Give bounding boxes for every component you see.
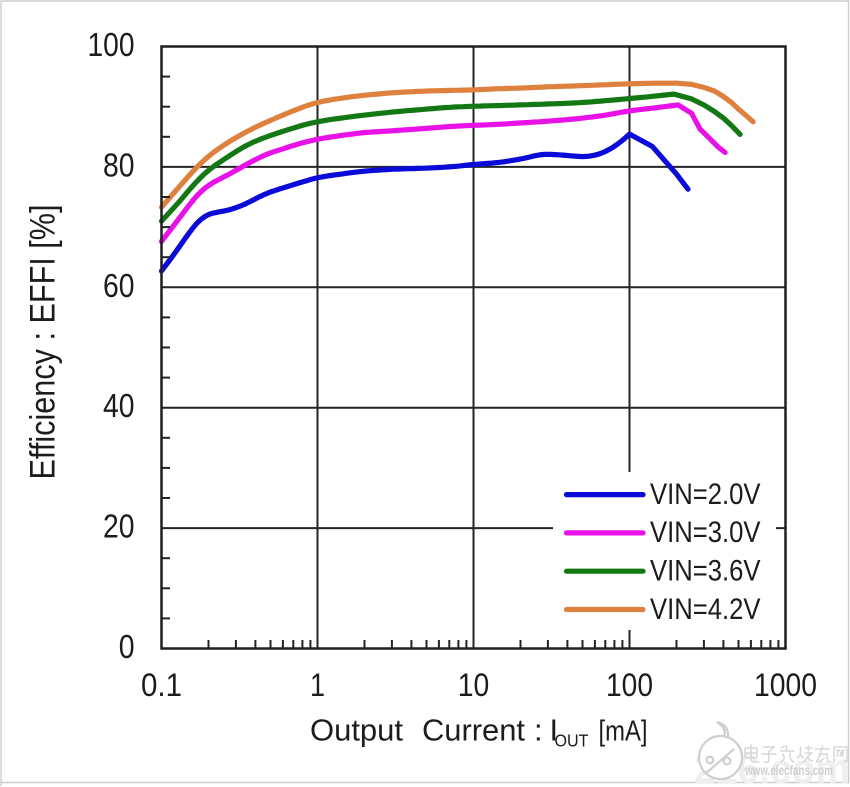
- svg-text:100: 100: [88, 26, 135, 63]
- svg-text:[mA]: [mA]: [599, 716, 648, 748]
- svg-text:40: 40: [103, 387, 135, 424]
- svg-text:80: 80: [103, 146, 135, 183]
- svg-text:1000: 1000: [754, 667, 817, 703]
- svg-text:0.1: 0.1: [141, 667, 182, 703]
- svg-text:0: 0: [119, 628, 135, 665]
- svg-text:60: 60: [103, 267, 135, 304]
- svg-text:I: I: [550, 713, 559, 748]
- svg-text:Output: Output: [310, 713, 403, 748]
- svg-text:Current: Current: [422, 713, 525, 748]
- svg-text:VIN=3.6V: VIN=3.6V: [650, 555, 761, 588]
- svg-text:VIN=4.2V: VIN=4.2V: [650, 593, 761, 626]
- svg-text:VIN=3.0V: VIN=3.0V: [650, 516, 761, 549]
- svg-text:www.elecfans.com: www.elecfans.com: [744, 763, 833, 778]
- svg-text::: :: [534, 713, 543, 748]
- svg-text:20: 20: [103, 508, 135, 545]
- svg-text:1: 1: [310, 667, 325, 703]
- svg-text:VIN=2.0V: VIN=2.0V: [650, 478, 761, 511]
- svg-text:100: 100: [606, 667, 653, 703]
- svg-text:Efficiency : EFFI [%]: Efficiency : EFFI [%]: [24, 205, 63, 480]
- svg-text:10: 10: [458, 667, 490, 703]
- svg-text:OUT: OUT: [555, 731, 589, 751]
